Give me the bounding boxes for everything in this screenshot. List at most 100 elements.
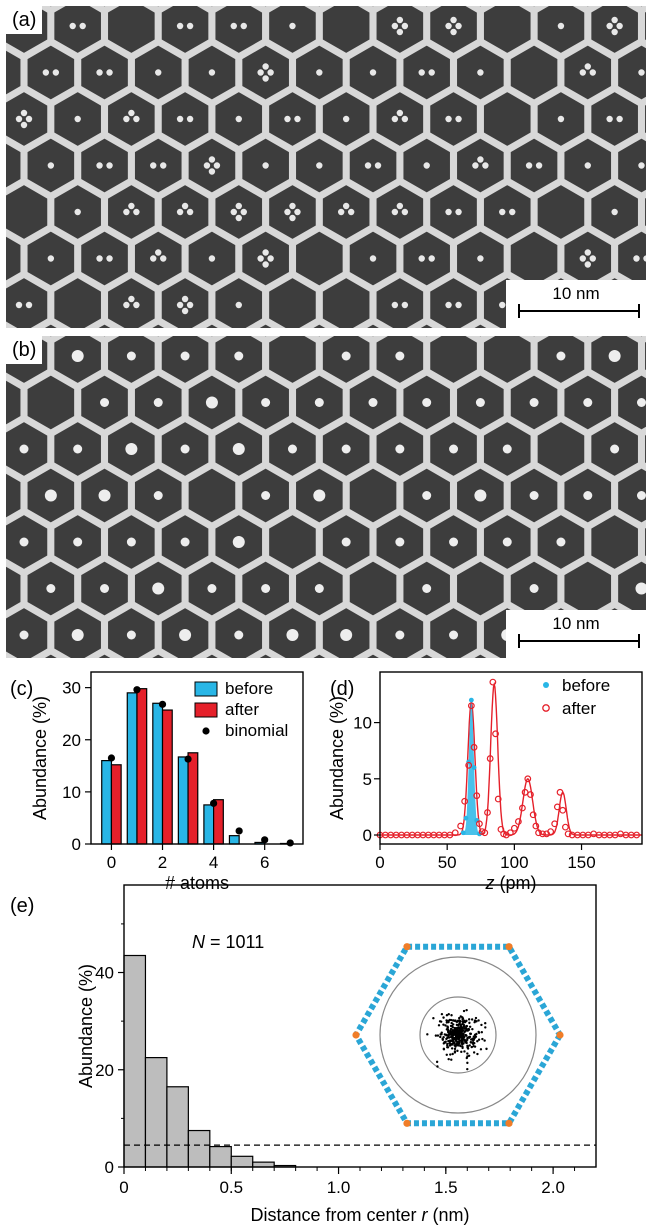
pore-cell (210, 272, 267, 328)
adatom (96, 255, 103, 262)
cluster (234, 351, 244, 361)
adatom (455, 115, 462, 123)
pore-cell (533, 336, 589, 389)
adatom (106, 162, 113, 169)
inset-position-dot (479, 1048, 483, 1051)
pore-cell (197, 319, 227, 328)
xtick-label: 2 (158, 853, 167, 872)
inset-position-dot (480, 1030, 484, 1034)
adatom (15, 115, 23, 123)
pore-cell (6, 602, 52, 658)
bar-before (203, 804, 215, 845)
adatom (606, 115, 613, 123)
after-point (457, 822, 465, 830)
adatom (262, 63, 269, 70)
adatom (160, 162, 167, 169)
cluster (341, 351, 351, 361)
inset-position-dot (454, 1027, 458, 1031)
adatom (186, 22, 194, 30)
adatom (579, 255, 586, 262)
histogram-bar (209, 1145, 232, 1168)
adatom (79, 22, 86, 30)
adatom (579, 69, 586, 76)
pore-cell (148, 6, 168, 12)
adatom (128, 202, 135, 210)
ytick-label: 40 (95, 964, 114, 983)
pore-cell (250, 319, 281, 328)
pore-cell (479, 179, 536, 245)
adatom (230, 22, 237, 30)
adatom (235, 115, 242, 123)
pore-cell (103, 336, 160, 389)
pore-cell (103, 6, 160, 59)
adatom (160, 255, 167, 262)
pore-cell (41, 6, 61, 12)
pore-cell (6, 231, 25, 286)
inset-vertex-atom (556, 1031, 564, 1039)
cluster (368, 398, 378, 407)
pore-cell (94, 6, 115, 12)
inset-position-dot (458, 1028, 461, 1032)
pore-cell (76, 133, 133, 198)
inset-position-dot (470, 1018, 474, 1021)
pore-cell (533, 179, 589, 245)
adatom (186, 115, 194, 123)
cluster (449, 444, 459, 454)
adatom (123, 301, 130, 309)
binomial-point (235, 827, 243, 835)
pore-cell (613, 40, 646, 105)
pore-cell (76, 226, 133, 291)
cluster (100, 398, 110, 407)
adatom (208, 156, 216, 163)
ytick-label: 10 (353, 714, 372, 733)
cluster (71, 350, 84, 362)
inset-position-dot (445, 1014, 449, 1017)
pore-cell (372, 179, 428, 245)
inset-position-dot (450, 1035, 453, 1038)
pore-cell (465, 649, 496, 658)
pore-cell (640, 429, 646, 469)
adatom (499, 301, 506, 309)
cluster (232, 443, 245, 455)
inset-position-dot (470, 1045, 473, 1049)
adatom (262, 162, 269, 169)
pore-cell (411, 649, 442, 658)
cluster (556, 537, 566, 547)
histogram-bar (230, 1155, 254, 1168)
after-point (529, 811, 537, 819)
inset-position-dot (461, 1032, 464, 1035)
cluster (98, 489, 111, 502)
pore-cell (35, 649, 66, 658)
adatom (155, 69, 162, 76)
bar-before (126, 692, 138, 845)
after-point (446, 831, 454, 839)
pore-cell (470, 336, 491, 342)
binomial-point (184, 755, 192, 763)
inset-position-dot (451, 1030, 454, 1034)
pore-cell (210, 179, 267, 245)
pore-cell (425, 179, 482, 245)
binomial-point (133, 686, 141, 694)
pore-cell (6, 272, 52, 328)
inset-position-dot (477, 1019, 480, 1022)
xtick-label: 1.0 (327, 1178, 351, 1197)
pore-cell (452, 556, 509, 621)
bar-after (136, 688, 148, 845)
inset-position-dot (466, 1055, 469, 1058)
inset-position-dot (454, 1019, 457, 1022)
inset-position-dot (474, 1035, 478, 1038)
inset-position-dot (485, 1047, 488, 1051)
after-point (506, 829, 514, 837)
cluster (395, 630, 405, 640)
cluster (125, 443, 138, 455)
adatom (611, 28, 618, 36)
pore-cell (613, 370, 646, 435)
panel-label-d: (d) (330, 678, 354, 700)
pore-cell (559, 226, 616, 291)
inset-position-dot (468, 1044, 471, 1047)
inset-position-dot (445, 1037, 448, 1041)
pore-cell (6, 375, 25, 430)
after-point (473, 792, 481, 800)
adatom (482, 162, 489, 169)
